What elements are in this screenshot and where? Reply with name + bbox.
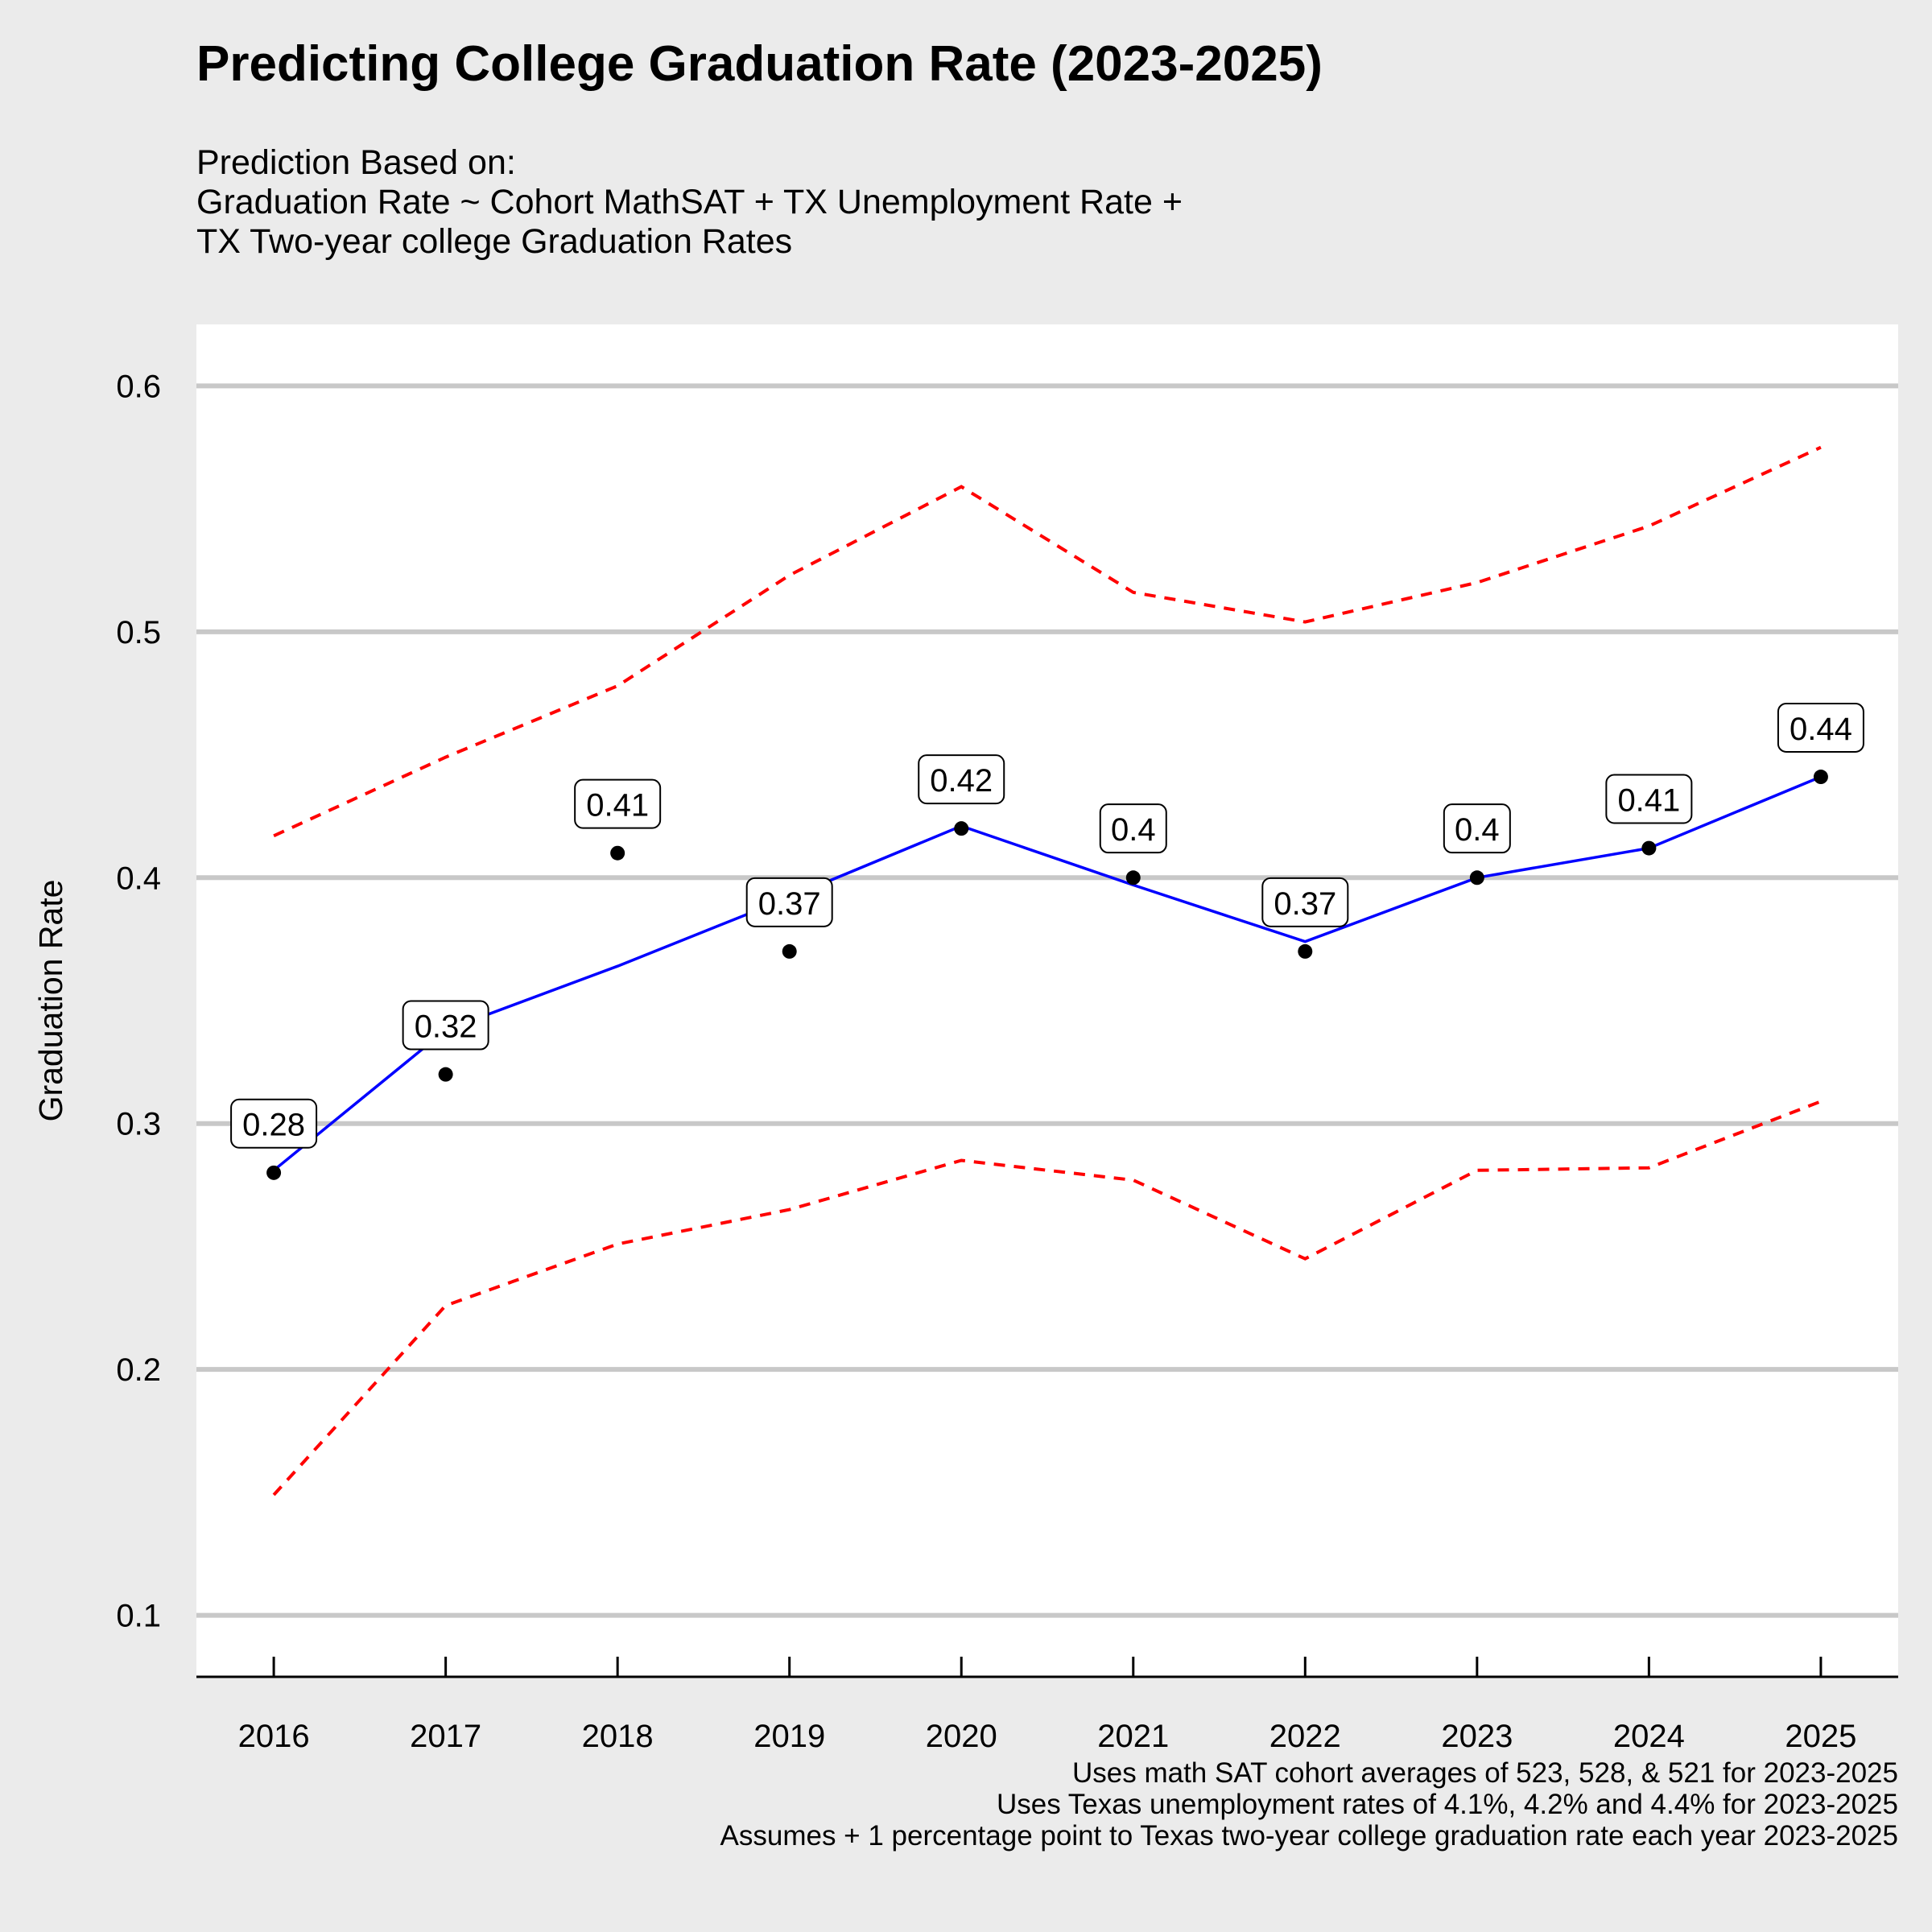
chart-subtitle: Prediction Based on: Graduation Rate ~ C… [196,143,1183,262]
data-label-text: 0.28 [242,1108,305,1143]
caption-line: Assumes + 1 percentage point to Texas tw… [720,1820,1898,1852]
subtitle-line: TX Two-year college Graduation Rates [196,222,793,261]
data-label-text: 0.4 [1111,812,1156,848]
prediction-line [272,775,1822,1172]
y-tick-label: 0.5 [116,615,161,650]
data-label-text: 0.41 [1617,783,1680,819]
data-label-box [918,754,1005,805]
data-label: 0.42 [918,754,1005,805]
data-label: 0.32 [402,1000,489,1051]
data-point [266,1165,282,1180]
data-point [438,1067,453,1082]
data-label-text: 0.42 [930,763,993,799]
y-tick-label: 0.4 [116,861,161,896]
x-tick-label: 2025 [1785,1719,1856,1754]
data-label-box [745,877,833,927]
data-point [1813,770,1828,785]
y-tick-label: 0.6 [116,369,161,404]
x-tick-label: 2018 [582,1719,654,1754]
x-tick-label: 2022 [1269,1719,1341,1754]
data-labels: 0.28 0.32 0.41 0.37 0.42 0.4 0.37 0.4 0.41 0.44 [230,702,1864,1149]
x-tick-label: 2024 [1613,1719,1685,1754]
data-label-box [1261,877,1349,927]
x-tick-label: 2021 [1097,1719,1169,1754]
y-tick-label: 0.3 [116,1107,161,1142]
x-tick-label: 2019 [753,1719,825,1754]
data-label-box [230,1098,318,1149]
y-axis-label: Graduation Rate [32,880,69,1122]
data-label-text: 0.41 [586,788,649,824]
data-label-box [1777,702,1864,753]
data-point [1125,870,1141,886]
data-label-box [1443,803,1511,854]
subtitle-line: Graduation Rate ~ Cohort MathSAT + TX Un… [196,183,1183,221]
y-tick-label: 0.2 [116,1352,161,1388]
data-label: 0.41 [574,778,662,829]
data-label-box [1605,774,1693,824]
interval-line [272,1100,1822,1496]
caption-line: Uses math SAT cohort averages of 523, 52… [1071,1757,1898,1789]
data-points [266,770,1828,1180]
caption-line: Uses Texas unemployment rates of 4.1%, 4… [996,1789,1898,1820]
interval-line [273,445,1822,838]
data-label: 0.4 [1443,803,1511,854]
data-point [954,821,969,836]
series [272,445,1822,1496]
data-label-box [402,1000,489,1051]
y-tick-label: 0.1 [116,1599,161,1634]
x-axis [196,1657,1898,1678]
data-label-box [574,778,662,829]
data-label-text: 0.44 [1790,712,1852,747]
data-label-box [1099,803,1167,854]
data-label-text: 0.32 [415,1009,477,1045]
data-label-text: 0.37 [1274,886,1336,922]
data-label-text: 0.37 [758,886,821,922]
data-label: 0.28 [230,1098,318,1149]
data-label-text: 0.4 [1455,812,1500,848]
data-label: 0.37 [1261,877,1349,927]
data-point [1298,943,1313,959]
data-point [1469,870,1484,886]
chart-caption: Uses math SAT cohort averages of 523, 52… [720,1757,1898,1852]
data-label: 0.41 [1605,774,1693,824]
x-tick-label: 2016 [238,1719,310,1754]
gridlines [196,383,1898,1618]
chart-title: Predicting College Graduation Rate (2023… [196,36,1323,92]
x-tick-label: 2017 [410,1719,481,1754]
x-tick-label: 2020 [926,1719,997,1754]
data-label: 0.4 [1099,803,1167,854]
subtitle-line: Prediction Based on: [196,143,516,182]
data-point [610,845,625,861]
data-point [782,943,797,959]
tick-labels: 0.1 0.2 0.3 0.4 0.5 0.6 2016 2017 2018 2019 2020 20… [116,369,1856,1754]
x-tick-label: 2023 [1441,1719,1513,1754]
data-label: 0.44 [1777,702,1864,753]
data-point [1641,840,1657,856]
data-label: 0.37 [745,877,833,927]
